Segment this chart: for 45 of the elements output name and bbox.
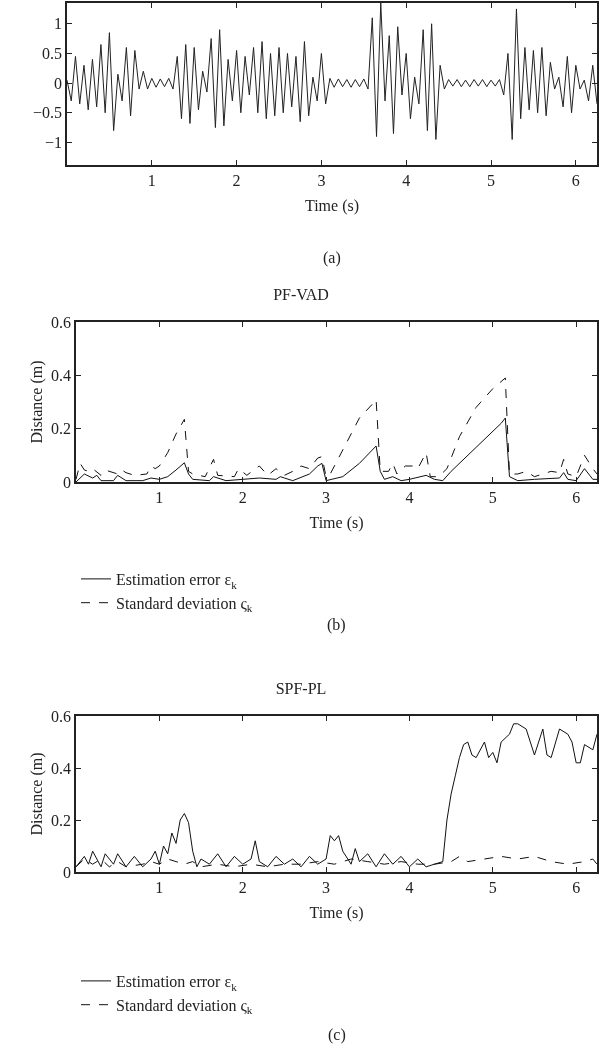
y-tick-label: −1 [45,134,63,152]
x-tick-label: 6 [572,488,581,506]
x-axis-title: Time (s) [304,197,360,216]
x-tick-label: 4 [405,488,414,506]
x-tick-label: 4 [402,171,411,189]
x-tick-label: 2 [238,878,247,896]
x-tick-label: 3 [322,488,331,506]
x-tick-label: 5 [488,488,497,506]
y-tick-label: 0.2 [51,811,72,829]
chart-title: PF-VAD [273,286,329,303]
legend-label: Estimation error ε$_{k}$ [116,973,238,993]
y-tick-label: 0 [63,473,72,491]
x-tick-label: 3 [322,878,331,896]
chart-title: SPF-PL [275,680,327,697]
y-tick-label: 0.2 [51,420,72,438]
x-tick-label: 1 [155,488,164,506]
y-tick-label: −0.5 [33,104,63,122]
y-tick-label: 0 [54,74,63,92]
y-tick-label: 0.6 [51,313,72,331]
text: (c) [328,1026,346,1044]
x-tick-label: 2 [232,171,241,189]
x-axis-title: Time (s) [309,514,364,533]
y-tick-label: 0.4 [51,759,72,777]
y-tick-label: 0.5 [42,45,63,63]
x-tick-label: 6 [571,171,580,189]
x-tick-label: 1 [147,171,156,189]
y-tick-label: 0.6 [51,707,72,725]
x-tick-label: 6 [572,878,581,896]
legend-label: Standard deviation ς$_{k}$ [116,594,253,615]
y-axis-title: Distance (m) [28,752,47,836]
text: (a) [323,249,341,267]
legend-label: Estimation error ε$_{k}$ [116,571,238,591]
x-tick-label: 2 [238,488,247,506]
x-tick-label: 3 [317,171,326,189]
text: (b) [327,616,346,634]
y-tick-label: 0 [63,863,72,881]
y-tick-label: 0.4 [51,366,72,384]
x-tick-label: 5 [487,171,495,189]
legend-label: Standard deviation ς$_{k}$ [116,996,253,1017]
x-tick-label: 1 [155,878,164,896]
x-tick-label: 5 [488,878,497,896]
y-tick-label: 1 [54,15,63,33]
x-tick-label: 4 [405,878,414,896]
x-axis-title: Time (s) [309,904,364,923]
y-axis-title: Distance (m) [28,360,47,444]
